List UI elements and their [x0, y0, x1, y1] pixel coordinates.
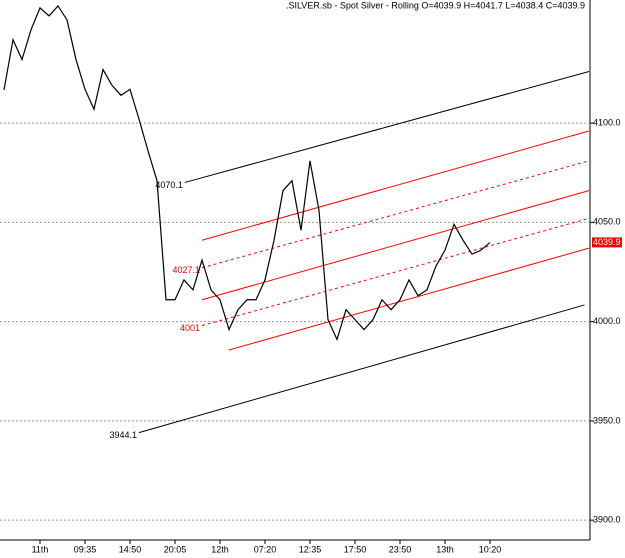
channel-label: 4027.1 — [172, 265, 200, 275]
y-tick-label: 4050.0 — [593, 217, 621, 227]
channel-line — [201, 217, 590, 327]
x-tick-label: 17:50 — [344, 544, 367, 554]
last-price-box — [592, 237, 622, 248]
y-tick-label: 4000.0 — [593, 316, 621, 326]
x-tick-label: 23:50 — [389, 544, 412, 554]
y-tick-label: 4100.0 — [593, 117, 621, 127]
channel-line — [201, 160, 590, 269]
channel-line — [201, 130, 590, 241]
x-tick-label: 12th — [211, 544, 229, 554]
channel-line — [184, 70, 590, 183]
x-tick-label: 07:20 — [254, 544, 277, 554]
x-tick-label: 11th — [32, 544, 49, 554]
chart-title: .SILVER.sb - Spot Silver - Rolling O=403… — [286, 0, 585, 10]
channel-label: 4001 — [180, 323, 200, 333]
last-price-label: 4039.9 — [593, 237, 621, 247]
x-tick-label: 20:05 — [164, 544, 187, 554]
channel-line — [201, 190, 590, 301]
x-tick-label: 14:50 — [119, 544, 142, 554]
channel-label: 3944.1 — [109, 430, 137, 440]
x-tick-label: 12:35 — [299, 544, 322, 554]
channel-label: 4070.1 — [155, 180, 183, 190]
y-tick-label: 3950.0 — [593, 415, 621, 425]
price-line — [3, 4, 491, 342]
x-tick-label: 10:20 — [479, 544, 502, 554]
y-tick-label: 3900.0 — [593, 515, 621, 525]
x-tick-label: 13th — [436, 544, 454, 554]
channel-line — [138, 304, 585, 434]
x-tick-label: 09:35 — [74, 544, 97, 554]
channel-line — [228, 247, 590, 351]
